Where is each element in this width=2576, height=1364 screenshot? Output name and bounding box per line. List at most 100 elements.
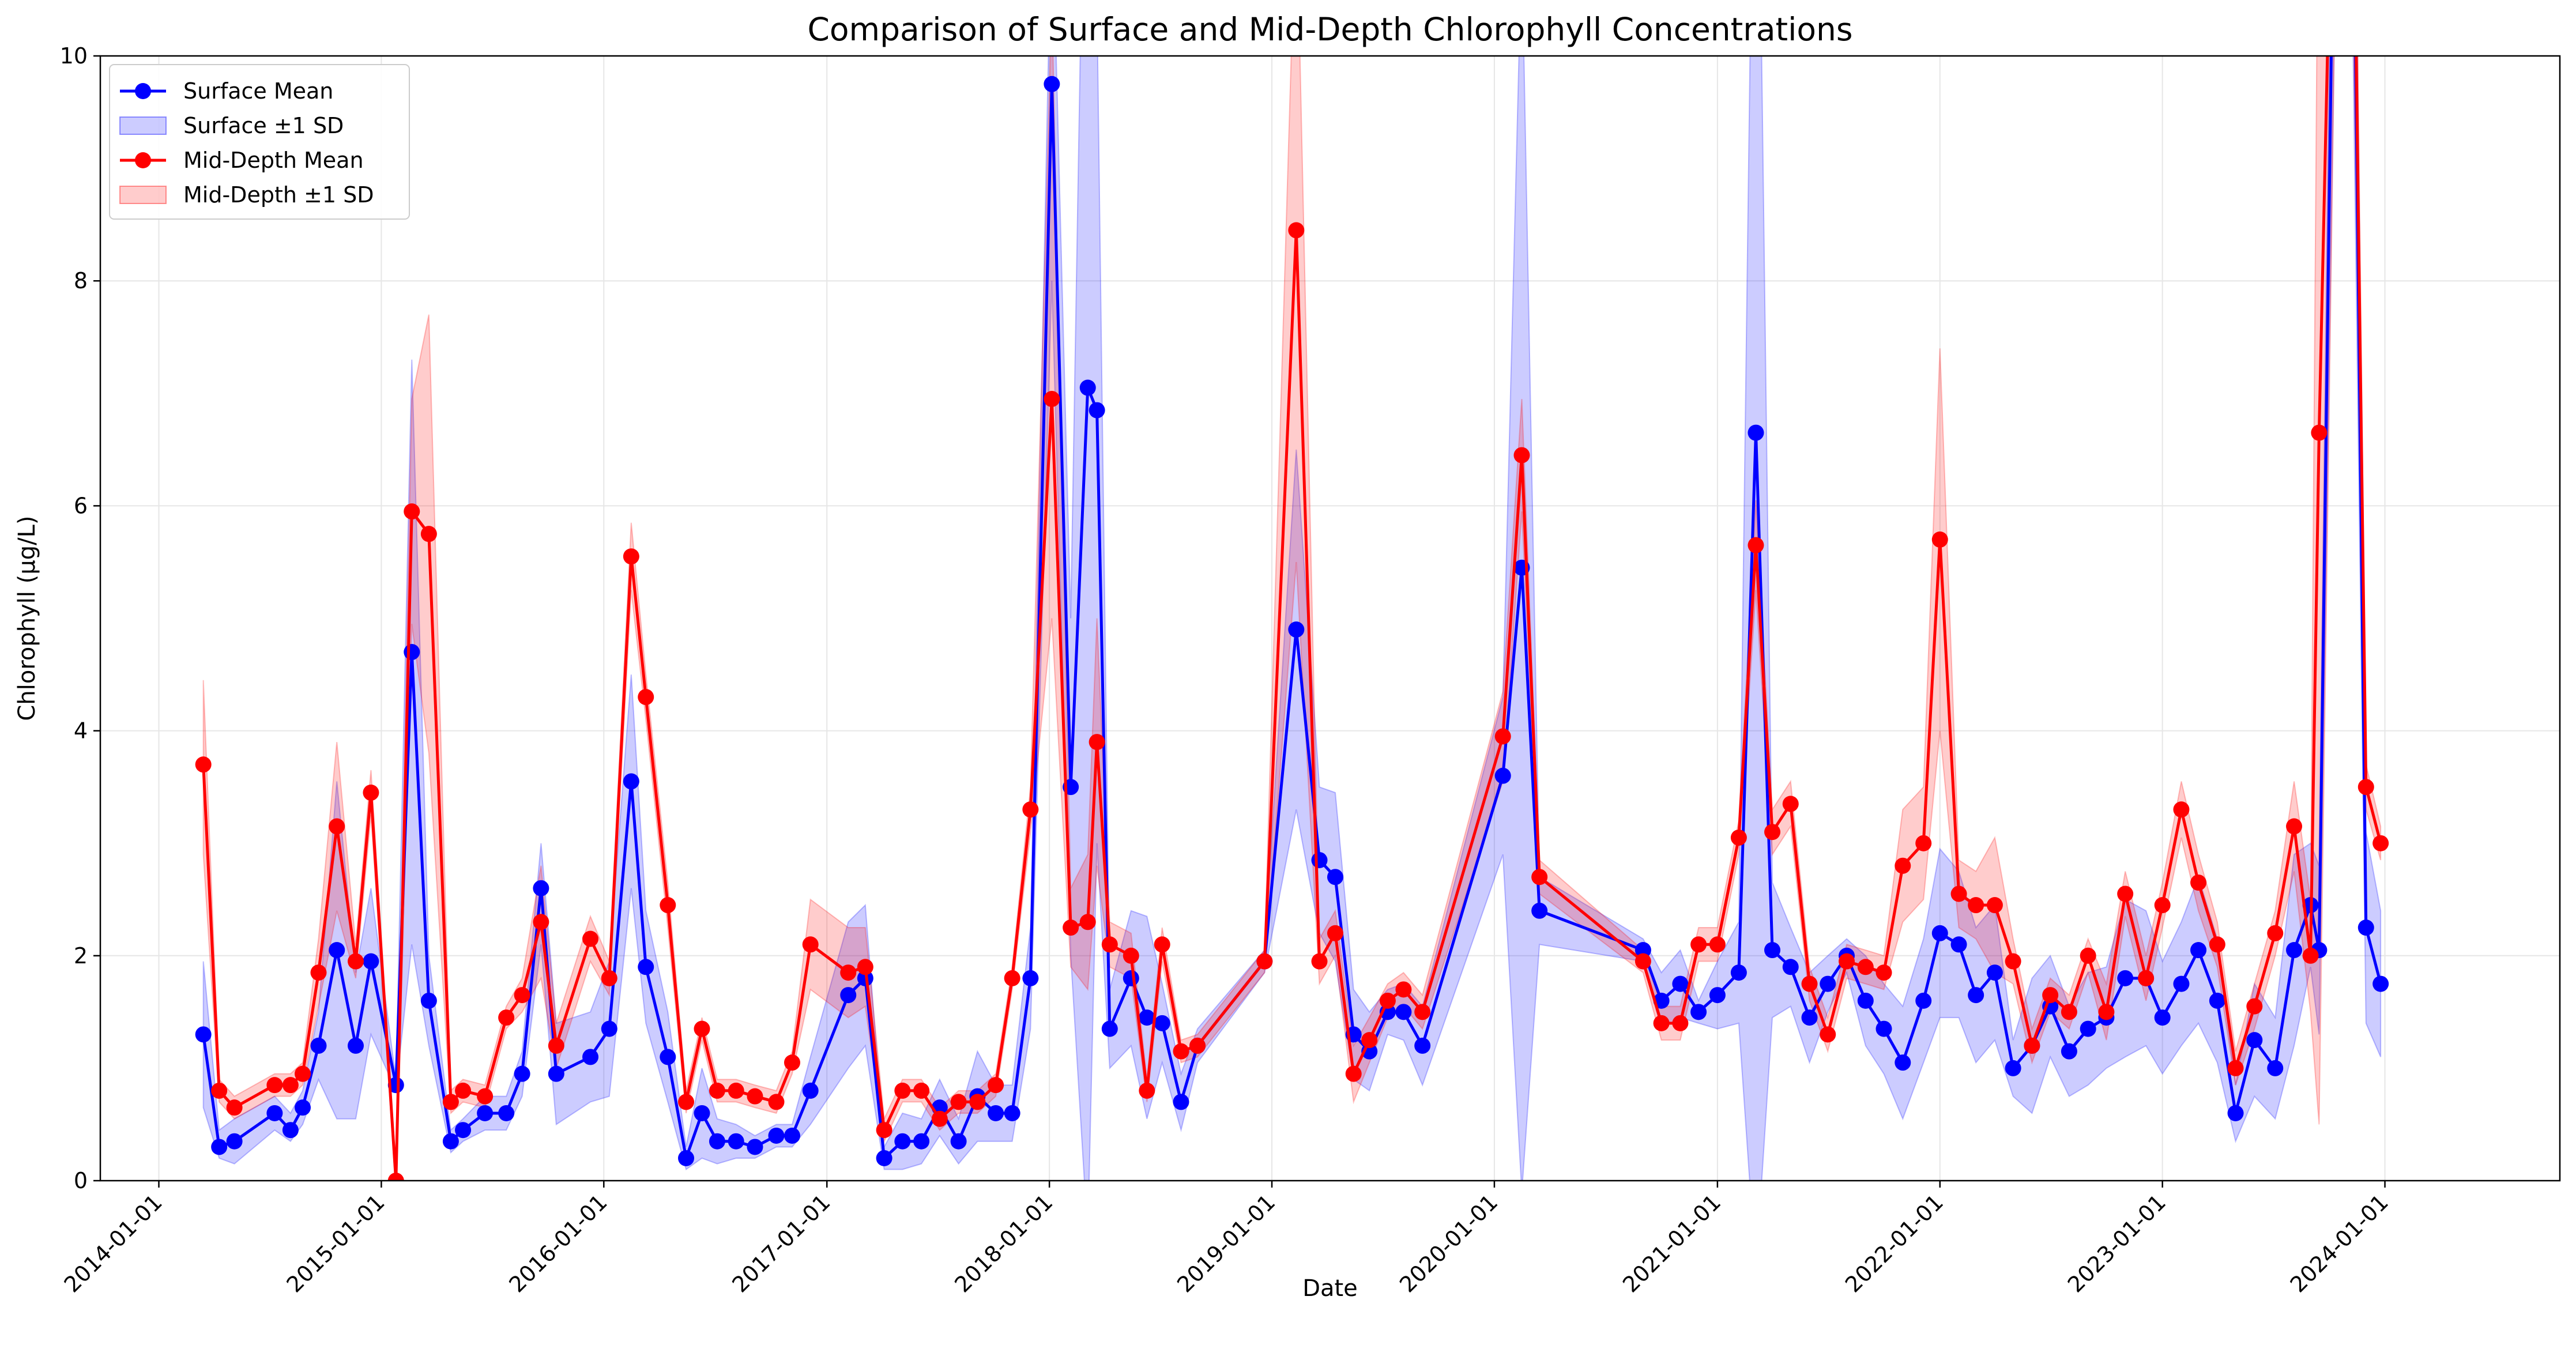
y-tick-label: 2 bbox=[74, 943, 88, 969]
legend: Surface Mean Surface ±1 SD Mid-Depth Mea… bbox=[109, 64, 410, 220]
data-point-mid-depth bbox=[2154, 897, 2171, 914]
data-point-mid-depth bbox=[2311, 424, 2328, 441]
data-point-mid-depth bbox=[1986, 897, 2003, 914]
data-point-mid-depth bbox=[2302, 947, 2319, 964]
data-point-mid-depth bbox=[1079, 914, 1096, 930]
data-point-surface bbox=[295, 1099, 311, 1116]
data-point-surface bbox=[1690, 1004, 1707, 1020]
data-point-surface bbox=[1173, 1094, 1189, 1110]
data-point-mid-depth bbox=[2372, 835, 2389, 851]
data-point-mid-depth bbox=[329, 818, 345, 835]
data-point-surface bbox=[1288, 621, 1305, 638]
data-point-mid-depth bbox=[2080, 947, 2096, 964]
gridlines bbox=[100, 55, 2560, 1181]
data-point-surface bbox=[2267, 1060, 2284, 1076]
mean-lines bbox=[195, 56, 2389, 1181]
data-point-surface bbox=[2246, 1032, 2263, 1049]
data-point-surface bbox=[1154, 1015, 1170, 1031]
data-point-mid-depth bbox=[420, 526, 437, 542]
data-point-surface bbox=[387, 1077, 404, 1094]
data-point-mid-depth bbox=[1139, 1082, 1155, 1099]
data-point-surface bbox=[601, 1020, 617, 1037]
data-point-mid-depth bbox=[310, 964, 327, 981]
data-point-surface bbox=[768, 1127, 785, 1144]
data-point-mid-depth bbox=[1513, 447, 1530, 464]
data-point-mid-depth bbox=[1875, 964, 1892, 981]
data-point-surface bbox=[2154, 1009, 2171, 1026]
data-point-mid-depth bbox=[1531, 869, 1548, 886]
data-point-mid-depth bbox=[1288, 222, 1305, 239]
data-point-mid-depth bbox=[913, 1082, 930, 1099]
data-point-surface bbox=[2117, 970, 2134, 986]
mean-line-mid-depth bbox=[202, 56, 2382, 1181]
data-point-surface bbox=[363, 953, 379, 970]
data-point-mid-depth bbox=[2117, 886, 2134, 902]
data-point-surface bbox=[477, 1105, 494, 1121]
data-point-surface bbox=[1968, 987, 1984, 1004]
data-point-surface bbox=[498, 1105, 515, 1121]
data-point-mid-depth bbox=[931, 1110, 948, 1127]
data-point-mid-depth bbox=[1063, 920, 1079, 936]
data-point-mid-depth bbox=[1839, 953, 1855, 970]
data-point-mid-depth bbox=[1395, 981, 1412, 998]
data-point-surface bbox=[784, 1127, 800, 1144]
data-point-mid-depth bbox=[2357, 779, 2374, 796]
data-point-mid-depth bbox=[2005, 953, 2021, 970]
data-point-surface bbox=[1044, 76, 1060, 92]
data-point-mid-depth bbox=[2227, 1060, 2244, 1076]
data-point-mid-depth bbox=[2267, 925, 2284, 941]
data-point-surface bbox=[1079, 379, 1096, 396]
data-point-mid-depth bbox=[1820, 1026, 1836, 1043]
data-point-surface bbox=[2372, 975, 2389, 992]
data-point-mid-depth bbox=[1968, 897, 1984, 914]
data-point-mid-depth bbox=[857, 959, 873, 975]
data-point-mid-depth bbox=[1635, 953, 1651, 970]
legend-box bbox=[109, 64, 410, 220]
data-point-mid-depth bbox=[2173, 801, 2190, 818]
data-point-mid-depth bbox=[638, 689, 654, 706]
data-point-mid-depth bbox=[2190, 874, 2207, 891]
data-point-mid-depth bbox=[2286, 818, 2303, 835]
data-point-mid-depth bbox=[1748, 537, 1764, 553]
data-point-surface bbox=[1635, 942, 1651, 959]
data-point-mid-depth bbox=[969, 1094, 986, 1110]
data-point-surface bbox=[420, 992, 437, 1009]
data-point-mid-depth bbox=[2042, 987, 2059, 1004]
data-point-surface bbox=[950, 1133, 967, 1150]
data-point-surface bbox=[347, 1037, 364, 1054]
data-point-surface bbox=[442, 1133, 459, 1150]
data-point-mid-depth bbox=[387, 1173, 404, 1181]
data-point-mid-depth bbox=[1256, 953, 1273, 970]
data-point-mid-depth bbox=[442, 1094, 459, 1110]
data-point-surface bbox=[2190, 942, 2207, 959]
data-point-mid-depth bbox=[533, 914, 549, 930]
data-point-surface bbox=[1672, 975, 1689, 992]
data-point-mid-depth bbox=[211, 1082, 228, 1099]
data-point-mid-depth bbox=[678, 1094, 695, 1110]
chart-title: Comparison of Surface and Mid-Depth Chlo… bbox=[807, 11, 1852, 48]
data-point-mid-depth bbox=[2098, 1004, 2115, 1020]
data-point-mid-depth bbox=[1801, 975, 1818, 992]
data-point-surface bbox=[1875, 1020, 1892, 1037]
data-point-mid-depth bbox=[1414, 1004, 1431, 1020]
data-point-mid-depth bbox=[1709, 936, 1726, 953]
data-point-surface bbox=[514, 1065, 530, 1082]
data-point-surface bbox=[913, 1133, 930, 1150]
data-point-mid-depth bbox=[601, 970, 617, 986]
legend-surface-sd-label: Surface ±1 SD bbox=[183, 113, 344, 138]
data-point-surface bbox=[533, 880, 549, 896]
data-point-surface bbox=[455, 1122, 472, 1139]
x-axis-label: Date bbox=[1302, 1275, 1358, 1302]
data-point-mid-depth bbox=[1730, 829, 1747, 846]
data-point-surface bbox=[1022, 970, 1039, 986]
plot-frame bbox=[99, 55, 2561, 1182]
data-point-mid-depth bbox=[1764, 824, 1781, 841]
data-point-surface bbox=[548, 1065, 564, 1082]
data-point-mid-depth bbox=[876, 1122, 892, 1139]
data-point-surface bbox=[1915, 992, 1932, 1009]
data-point-surface bbox=[2061, 1043, 2077, 1060]
data-point-surface bbox=[747, 1139, 763, 1155]
